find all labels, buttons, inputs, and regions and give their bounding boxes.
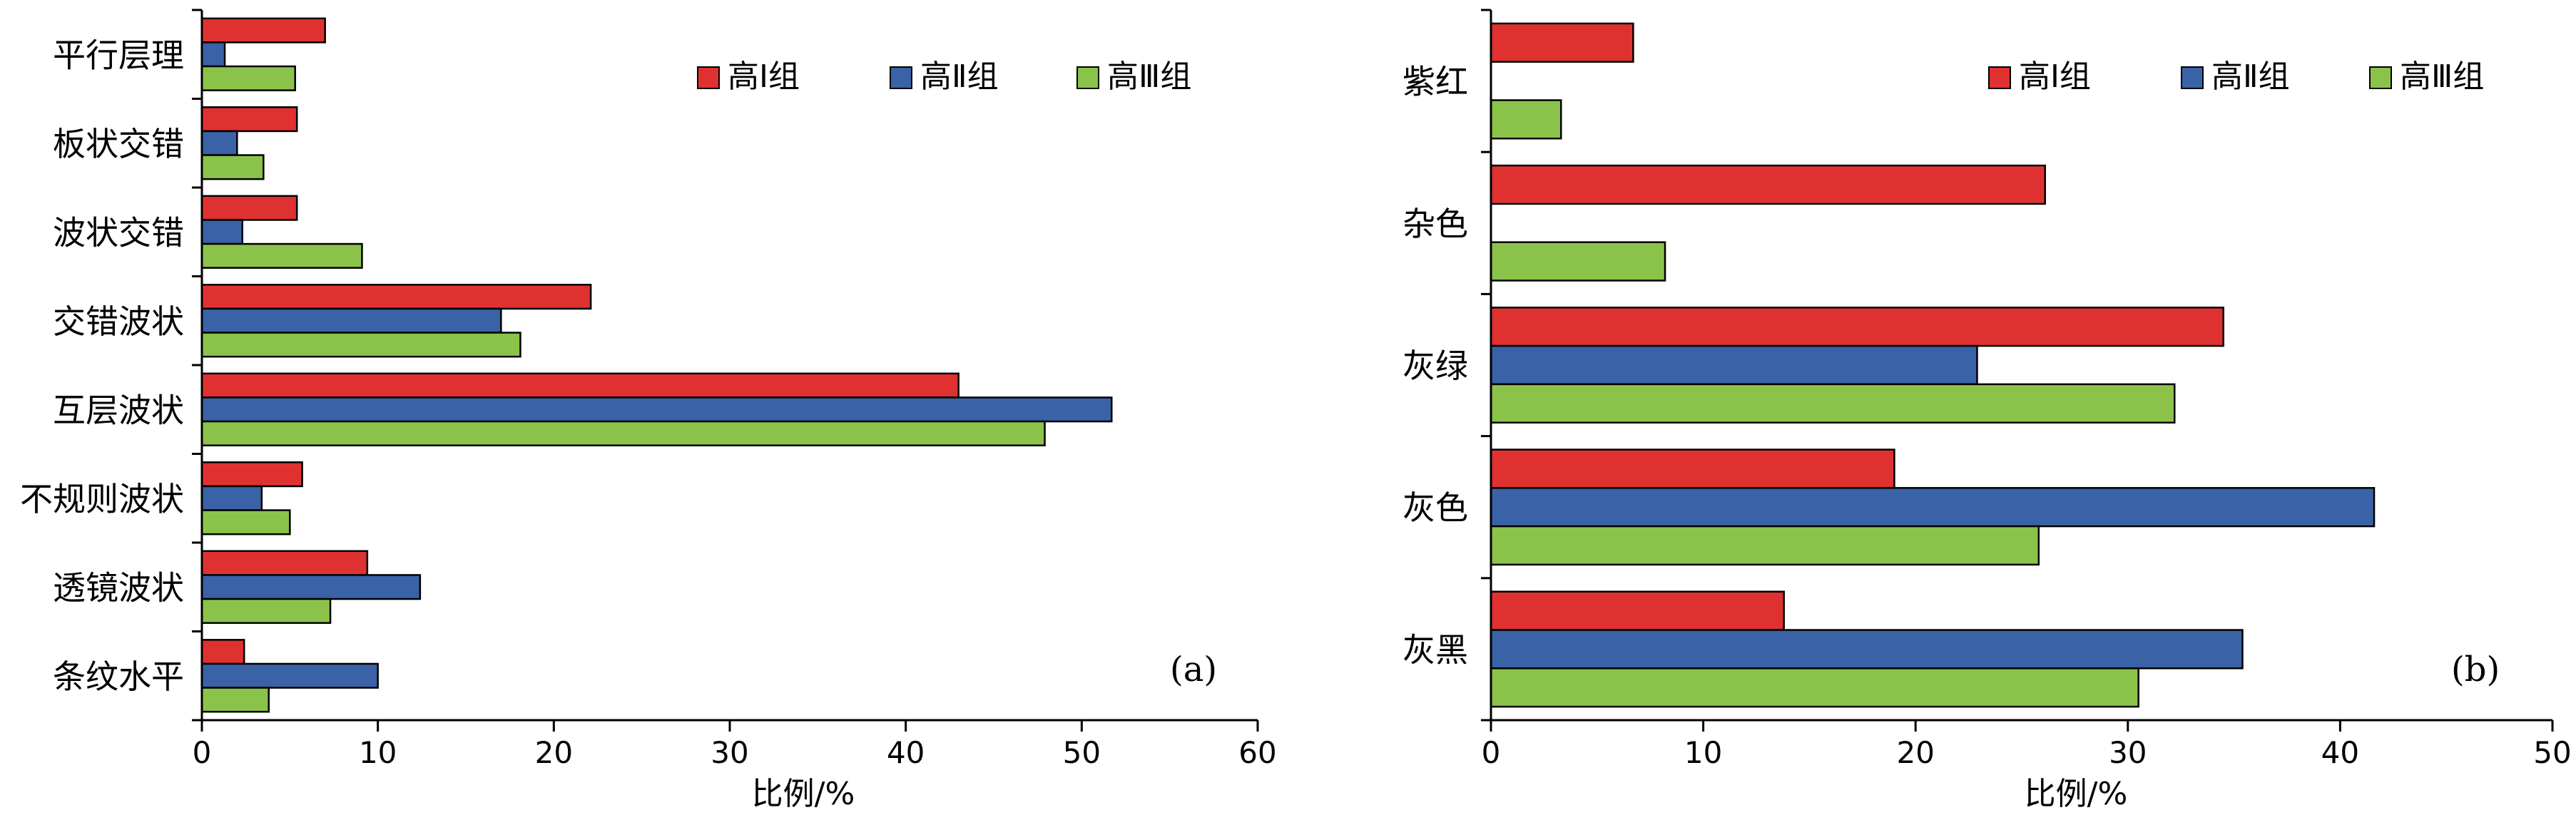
bar-1-5 [1490,590,1785,631]
legend-swatch-2 [890,66,912,89]
bar-3-8 [200,687,270,713]
legend-swatch-1 [697,66,720,89]
legend-swatch-3 [2369,66,2392,89]
category-label: 平行层理 [53,36,184,74]
bar-2-3 [200,219,243,245]
legend-swatch-3 [1076,66,1099,89]
x-tick-label: 60 [1238,735,1276,770]
category-label: 条纹水平 [53,657,184,696]
bar-3-3 [200,242,363,269]
legend-swatch-2 [2181,66,2204,89]
legend-label-2: 高Ⅱ组 [2211,58,2290,95]
category-label: 灰黑 [1402,630,1468,669]
legend-label-3: 高Ⅲ组 [2400,58,2484,95]
bar-1-6 [200,461,303,488]
bar-1-5 [200,372,959,399]
category-label: 灰绿 [1402,347,1468,385]
category-label: 互层波状 [53,391,184,429]
x-axis-title: 比例/% [752,776,855,811]
bar-1-4 [200,284,592,310]
x-tick-label: 40 [2321,735,2359,770]
x-tick-label: 40 [887,735,925,770]
bar-2-8 [200,662,379,689]
bar-3-5 [200,420,1046,446]
bar-3-1 [200,65,296,91]
bar-2-3 [1490,344,1978,386]
category-label: 杂色 [1402,205,1468,243]
legend-swatch-1 [1988,66,2011,89]
bar-2-5 [200,396,1113,423]
bar-3-3 [1490,383,2176,424]
bar-3-4 [200,332,521,358]
x-tick-label: 20 [535,735,573,770]
category-label: 紫红 [1402,63,1468,101]
bar-1-3 [200,195,298,221]
bar-3-6 [200,509,291,535]
x-tick-label: 0 [193,735,212,770]
legend-label-3: 高Ⅲ组 [1107,58,1191,95]
panel-label: (b) [2451,650,2500,690]
x-tick-label: 50 [1063,735,1101,770]
bar-2-7 [200,574,422,600]
bar-3-2 [200,154,265,180]
x-tick-label: 30 [2109,735,2147,770]
bar-2-2 [200,130,238,156]
bar-1-1 [1490,22,1634,63]
x-tick-label: 30 [711,735,748,770]
bar-2-4 [200,307,502,334]
legend-label-2: 高Ⅱ组 [920,58,999,95]
bar-2-4 [1490,487,2376,528]
legend-label-1: 高Ⅰ组 [2019,58,2091,95]
x-tick-label: 50 [2533,735,2571,770]
bar-1-4 [1490,448,1895,489]
panel-label: (a) [1170,650,1217,690]
x-tick-label: 0 [1482,735,1501,770]
category-label: 不规则波状 [20,480,184,518]
bar-1-1 [200,17,326,43]
category-label: 灰色 [1402,488,1468,527]
bar-3-2 [1490,241,1666,282]
bar-1-2 [200,106,298,133]
bar-1-8 [200,639,245,665]
bar-3-1 [1490,99,1562,140]
bar-1-3 [1490,307,2224,347]
bar-2-6 [200,485,263,511]
bar-3-7 [200,598,332,624]
category-label: 透镜波状 [53,568,184,607]
bar-2-5 [1490,629,2244,670]
category-label: 交错波状 [53,302,184,341]
bar-1-2 [1490,164,2046,205]
bar-1-7 [200,550,369,576]
legend-label-1: 高Ⅰ组 [728,58,800,95]
bar-3-5 [1490,667,2139,708]
x-tick-label: 10 [1684,735,1722,770]
bar-2-1 [200,41,226,68]
category-label: 波状交错 [53,213,184,252]
x-tick-label: 20 [1896,735,1934,770]
bar-3-4 [1490,525,2040,566]
x-axis-title: 比例/% [2025,776,2128,811]
x-tick-label: 10 [359,735,397,770]
category-label: 板状交错 [53,125,184,163]
